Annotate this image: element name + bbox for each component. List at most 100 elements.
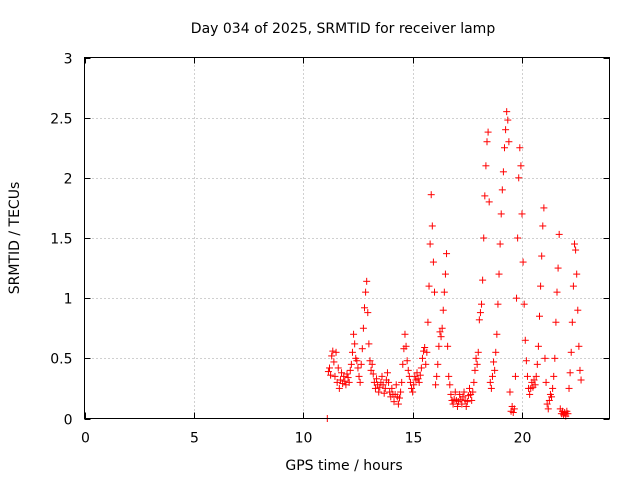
data-point	[532, 372, 540, 380]
data-point	[388, 384, 396, 392]
data-point	[530, 376, 538, 384]
data-point	[420, 347, 428, 355]
data-point	[373, 375, 381, 383]
data-point	[518, 210, 526, 218]
data-point	[379, 381, 387, 389]
data-point	[474, 348, 482, 356]
data-point	[571, 240, 578, 248]
data-point	[356, 378, 364, 386]
data-point	[554, 264, 562, 272]
data-point	[402, 342, 410, 350]
data-point	[366, 357, 374, 365]
data-point	[422, 360, 430, 368]
data-point	[577, 376, 585, 384]
data-point	[357, 360, 365, 368]
data-point	[484, 128, 492, 136]
data-point	[574, 306, 582, 314]
data-point	[434, 360, 442, 368]
y-axis-label: SRMTID / TECUs	[7, 182, 23, 295]
data-point	[482, 162, 490, 170]
data-point	[533, 360, 541, 368]
data-point	[545, 396, 553, 404]
data-point	[494, 300, 502, 308]
data-point	[478, 300, 486, 308]
y-tick-label: 1	[64, 292, 73, 308]
data-point	[446, 381, 454, 389]
data-point	[438, 324, 446, 332]
data-point	[399, 360, 407, 368]
data-point	[331, 372, 339, 380]
data-point	[486, 378, 494, 386]
data-point	[426, 240, 434, 248]
data-point	[390, 398, 398, 406]
data-point	[458, 400, 466, 408]
data-point	[544, 405, 552, 413]
data-point	[449, 400, 457, 408]
data-point	[555, 230, 563, 238]
data-point	[368, 360, 376, 368]
data-point	[364, 309, 372, 317]
data-point	[495, 270, 503, 278]
data-point	[440, 288, 448, 296]
data-point	[348, 348, 356, 356]
data-point	[428, 222, 436, 230]
data-point	[531, 381, 539, 389]
data-point	[552, 318, 560, 326]
data-point	[365, 340, 373, 348]
data-point	[491, 366, 499, 374]
data-point	[347, 360, 355, 368]
data-point	[329, 347, 337, 355]
x-tick-label: 10	[295, 431, 313, 447]
data-point	[397, 388, 405, 396]
data-point	[369, 370, 377, 378]
data-point	[514, 234, 522, 242]
data-point	[498, 186, 506, 194]
data-point	[572, 246, 580, 254]
data-point	[497, 210, 505, 218]
data-point	[502, 126, 510, 134]
data-point	[538, 252, 546, 260]
data-point	[424, 318, 432, 326]
y-tick-label: 0.5	[50, 352, 72, 368]
chart-title: Day 034 of 2025, SRMTID for receiver lam…	[191, 21, 496, 37]
data-point	[468, 396, 476, 404]
data-point	[401, 330, 409, 338]
data-point	[423, 348, 431, 356]
data-point	[499, 168, 507, 176]
plot-frame	[84, 57, 610, 419]
data-point	[476, 309, 484, 317]
data-point	[392, 381, 400, 389]
data-point	[566, 369, 574, 377]
data-point	[472, 354, 480, 362]
grid	[84, 57, 610, 419]
data-point	[520, 300, 528, 308]
data-point	[338, 369, 346, 377]
data-point	[361, 304, 368, 312]
data-point	[359, 324, 367, 332]
data-point	[523, 372, 531, 380]
data-point	[492, 348, 500, 356]
data-point	[441, 270, 449, 278]
data-point	[427, 191, 435, 199]
data-point	[565, 384, 573, 392]
data-point	[341, 377, 349, 385]
x-tick-label: 0	[81, 431, 90, 447]
data-point	[569, 282, 577, 290]
data-point	[324, 368, 332, 376]
data-point	[575, 342, 583, 350]
data-point	[351, 340, 359, 348]
data-point	[475, 316, 483, 324]
data-point	[421, 344, 429, 352]
x-axis-label: GPS time / hours	[285, 458, 402, 474]
data-point	[409, 388, 417, 396]
data-point	[335, 384, 343, 392]
data-point	[346, 366, 354, 374]
data-point	[522, 357, 530, 365]
data-point	[410, 381, 418, 389]
data-point	[496, 240, 504, 248]
data-point	[542, 378, 550, 386]
data-point	[445, 372, 453, 380]
data-point	[521, 336, 529, 344]
data-point	[328, 352, 336, 360]
data-point	[568, 318, 576, 326]
